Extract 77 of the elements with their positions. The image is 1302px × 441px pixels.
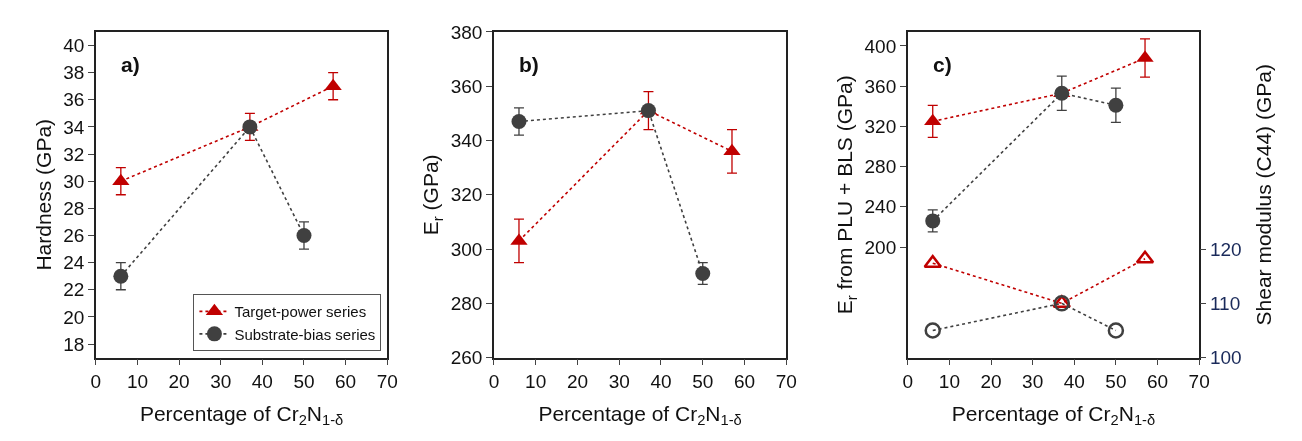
point <box>511 113 527 129</box>
point <box>923 254 943 268</box>
x-tick-label: 70 <box>1188 371 1210 393</box>
y-tick-label: 36 <box>63 89 85 111</box>
y-tick-label: 380 <box>450 21 483 43</box>
x-tick-label: 30 <box>608 371 630 393</box>
point <box>1054 85 1070 101</box>
y-tick-label: 200 <box>864 236 897 258</box>
y-tick-label: 24 <box>63 252 85 274</box>
y-tick-label: 360 <box>450 75 483 97</box>
x-tick-label: 60 <box>733 371 756 393</box>
x-tick-label: 20 <box>980 371 1002 393</box>
annotation: c) <box>933 53 952 76</box>
y-tick-label: 34 <box>63 116 85 138</box>
y2-tick-label: 120 <box>1209 238 1242 260</box>
x-tick-label: 0 <box>488 371 500 393</box>
x-axis-title: Percentage of Cr$_{2}$N$_{1-δ}$ <box>139 401 344 429</box>
x-axis-title: Percentage of Cr$_{2}$N$_{1-δ}$ <box>951 401 1156 429</box>
x-tick-label: 50 <box>1105 371 1127 393</box>
x-tick-label: 0 <box>902 371 914 393</box>
x-tick-label: 10 <box>525 371 547 393</box>
y-tick-label: 300 <box>450 238 483 260</box>
point <box>1107 322 1125 339</box>
y-tick-label: 40 <box>63 35 85 57</box>
legend-label: Target-power series <box>234 303 367 321</box>
x-tick-label: 70 <box>376 371 398 393</box>
legend-label: Substrate-bias series <box>234 325 376 343</box>
y-tick-label: 30 <box>63 170 85 192</box>
x-tick-label: 40 <box>1063 371 1085 393</box>
x-tick-label: 60 <box>335 371 357 393</box>
annotation: b) <box>519 53 539 76</box>
x-tick-label: 50 <box>293 371 315 393</box>
y-tick-label: 18 <box>63 333 85 355</box>
x-tick-label: 70 <box>775 371 797 393</box>
point <box>296 227 312 243</box>
x-tick-label: 40 <box>650 371 672 393</box>
x-tick-label: 40 <box>251 371 273 393</box>
annotation: a) <box>121 53 140 76</box>
x-axis-title: Percentage of Cr$_{2}$N$_{1-δ}$ <box>538 401 742 429</box>
y-tick-label: 320 <box>864 116 897 138</box>
point <box>723 143 741 156</box>
x-tick-label: 20 <box>566 371 589 393</box>
point <box>242 119 258 135</box>
x-tick-label: 10 <box>938 371 960 393</box>
y-tick-label: 20 <box>63 306 85 328</box>
point <box>1135 250 1155 264</box>
y-tick-label: 22 <box>63 279 85 301</box>
point <box>925 213 941 229</box>
y-tick-label: 340 <box>450 130 483 152</box>
y-tick-label: 260 <box>450 347 483 369</box>
y-tick-label: 26 <box>63 225 85 247</box>
y2-tick-label: 110 <box>1209 292 1241 314</box>
y-tick-label: 32 <box>63 143 85 165</box>
x-tick-label: 50 <box>692 371 714 393</box>
y-tick-label: 360 <box>864 75 897 97</box>
x-tick-label: 60 <box>1146 371 1169 393</box>
point <box>695 265 711 281</box>
x-tick-label: 10 <box>126 371 149 393</box>
y-tick-label: 320 <box>450 184 483 206</box>
y-tick-label: 400 <box>864 35 897 57</box>
point <box>1108 97 1124 113</box>
point <box>113 268 129 284</box>
y-tick-label: 280 <box>450 292 483 314</box>
y-tick-label: 28 <box>63 197 85 219</box>
point <box>640 103 656 119</box>
point <box>924 113 942 126</box>
y2-tick-label: 100 <box>1209 347 1242 369</box>
y-tick-label: 240 <box>864 196 897 218</box>
y-axis-title: Hardness (GPa) <box>31 118 55 271</box>
y-tick-label: 280 <box>864 156 897 178</box>
x-tick-label: 20 <box>168 371 190 393</box>
y-tick-label: 38 <box>63 62 85 84</box>
x-tick-label: 0 <box>90 371 102 393</box>
x-tick-label: 30 <box>1022 371 1044 393</box>
x-tick-label: 30 <box>210 371 232 393</box>
y2-axis-title: Shear modulus (C44) (GPa) <box>1251 64 1275 326</box>
point <box>924 322 941 339</box>
